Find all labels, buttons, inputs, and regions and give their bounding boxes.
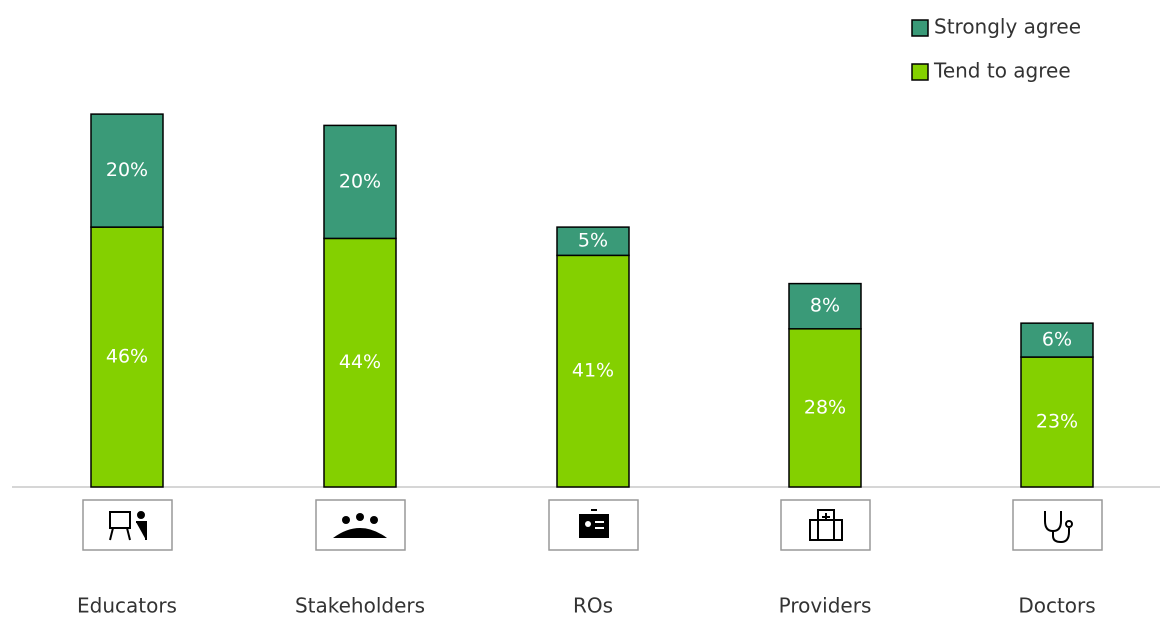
value-label: 5% bbox=[578, 230, 608, 252]
x-tick-label: Providers bbox=[779, 594, 872, 617]
x-tick-label: Stakeholders bbox=[295, 594, 425, 617]
legend-swatch bbox=[911, 19, 929, 37]
value-label: 20% bbox=[106, 159, 148, 181]
value-label: 44% bbox=[339, 351, 381, 373]
value-label: 8% bbox=[810, 295, 840, 317]
x-tick-label: ROs bbox=[573, 594, 613, 617]
value-label: 28% bbox=[804, 396, 846, 418]
value-label: 46% bbox=[106, 346, 148, 368]
bar-segment bbox=[556, 226, 630, 257]
icon-box bbox=[315, 499, 406, 551]
bar-segment bbox=[90, 226, 164, 488]
value-label: 23% bbox=[1036, 411, 1078, 433]
bar-segment bbox=[556, 254, 630, 488]
legend-swatch bbox=[911, 63, 929, 81]
icon-box bbox=[82, 499, 173, 551]
bar-segment bbox=[323, 237, 397, 488]
bar-segment bbox=[323, 124, 397, 240]
icon-stakeholders bbox=[333, 513, 387, 538]
value-label: 6% bbox=[1042, 329, 1072, 351]
legend-label: Strongly agree bbox=[934, 15, 1081, 39]
icon-stethoscope bbox=[1044, 511, 1073, 544]
icons bbox=[82, 499, 1103, 551]
bar-segment bbox=[1020, 322, 1094, 358]
icon-id-card bbox=[579, 509, 609, 538]
bar-segment bbox=[90, 113, 164, 228]
legend-label: Tend to agree bbox=[933, 59, 1071, 83]
icon-educator bbox=[109, 511, 147, 541]
value-label: 20% bbox=[339, 170, 381, 192]
x-tick-label: Doctors bbox=[1018, 594, 1095, 617]
x-tick-label: Educators bbox=[77, 594, 177, 617]
icon-box bbox=[780, 499, 871, 551]
bar-segment bbox=[788, 328, 862, 488]
bar-segment bbox=[788, 282, 862, 330]
value-label: 41% bbox=[572, 360, 614, 382]
icon-hospital bbox=[809, 509, 843, 541]
